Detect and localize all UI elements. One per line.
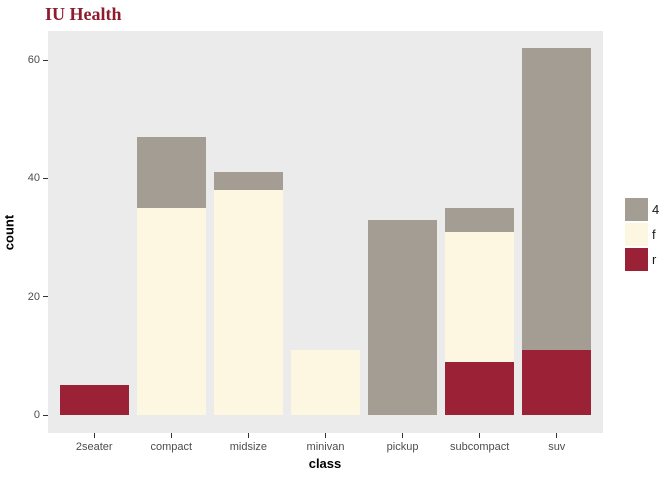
x-tick-label-pickup: pickup xyxy=(386,441,419,453)
x-tick-label-compact: compact xyxy=(150,441,193,453)
bar-segment-subcompact-r xyxy=(444,361,515,415)
x-tick-2seater xyxy=(93,433,95,438)
bar-segment-minivan-f xyxy=(290,349,361,415)
y-tick-label-40: 40 xyxy=(27,172,40,185)
bar-segment-compact-4 xyxy=(136,136,207,208)
x-tick-label-midsize: midsize xyxy=(229,441,268,453)
bar-segment-subcompact-f xyxy=(444,231,515,362)
x-tick-pickup xyxy=(402,433,404,438)
y-axis-title: count xyxy=(1,214,17,251)
x-tick-suv xyxy=(556,433,558,438)
y-tick-label-20: 20 xyxy=(27,290,40,303)
x-tick-label-2seater: 2seater xyxy=(75,441,113,453)
y-tick-60 xyxy=(43,59,48,61)
plot-panel xyxy=(48,31,603,433)
chart-title: IU Health xyxy=(45,4,122,24)
legend-swatch-r xyxy=(625,248,648,271)
legend-entry-f: f xyxy=(625,223,659,246)
legend-swatch-f xyxy=(625,223,648,246)
bar-segment-2seater-r xyxy=(59,385,129,415)
bar-segment-midsize-f xyxy=(213,190,284,415)
y-axis: 0 20 40 60 xyxy=(0,31,48,433)
legend-label-r: r xyxy=(652,252,657,267)
y-tick-40 xyxy=(43,177,48,179)
x-tick-label-minivan: minivan xyxy=(306,441,345,453)
legend-swatch-4 xyxy=(625,198,648,221)
bar-segment-suv-r xyxy=(522,349,592,415)
bar-segment-pickup-4 xyxy=(367,219,438,415)
legend-label-f: f xyxy=(652,227,656,242)
bar-segment-suv-4 xyxy=(522,48,592,350)
x-tick-midsize xyxy=(247,433,249,438)
y-tick-20 xyxy=(43,296,48,298)
y-tick-label-60: 60 xyxy=(27,54,40,66)
legend-entry-4: 4 xyxy=(625,198,659,221)
x-tick-compact xyxy=(170,433,172,438)
x-tick-subcompact xyxy=(479,433,481,438)
x-tick-label-suv: suv xyxy=(548,441,566,453)
y-tick-label-0: 0 xyxy=(33,409,40,421)
bar-segment-compact-f xyxy=(136,207,207,415)
bar-segment-subcompact-4 xyxy=(444,207,515,232)
legend-label-4: 4 xyxy=(652,202,660,217)
x-axis-title: class xyxy=(308,456,342,471)
x-axis: 2seater compact midsize minivan pickup subcom… xyxy=(48,433,603,463)
y-tick-0 xyxy=(43,414,48,416)
x-tick-label-subcompact: subcompact xyxy=(450,441,510,453)
bar-segment-midsize-4 xyxy=(213,172,284,191)
x-tick-minivan xyxy=(325,433,326,438)
legend-entry-r: r xyxy=(625,248,659,271)
